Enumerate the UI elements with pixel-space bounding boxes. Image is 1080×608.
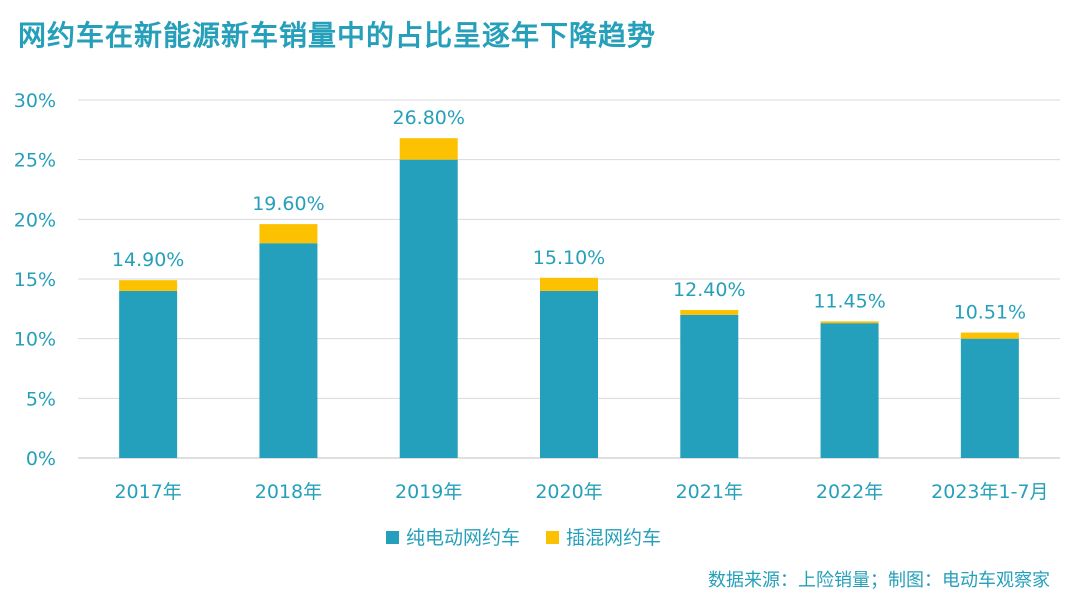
bar-bev [259,243,318,458]
bar-bev [680,314,739,458]
chart-title: 网约车在新能源新车销量中的占比呈逐年下降趋势 [18,19,657,52]
x-tick-label: 2019年 [395,481,462,503]
data-label: 15.10% [533,247,605,269]
y-axis-ticks: 0% 5% 10% 15% 20% 25% 30% [14,90,56,470]
bar-phev [540,277,598,291]
x-tick-label: 2020年 [535,481,602,503]
bar-phev [820,321,879,324]
data-labels: 14.90% 19.60% 26.80% 15.10% 12.40% 11.45% 10.5… [112,107,1026,323]
bar-phev [960,332,1019,339]
bar-phev [399,138,458,160]
y-tick-label: 15% [14,269,56,291]
legend: 纯电动网约车 插混网约车 [386,527,661,549]
y-tick-label: 30% [14,90,56,112]
bar-bev [960,338,1019,458]
y-tick-label: 10% [14,329,56,351]
bar-phev [259,224,318,244]
x-tick-label: 2021年 [676,481,743,503]
bars [119,138,1019,458]
y-tick-label: 0% [26,448,56,470]
x-tick-label: 2018年 [255,481,322,503]
source-note: 数据来源：上险销量；制图：电动车观察家 [708,570,1050,591]
y-tick-label: 5% [26,388,56,410]
data-label: 10.51% [954,302,1026,324]
data-label: 19.60% [252,193,324,215]
x-axis-ticks: 2017年 2018年 2019年 2020年 2021年 2022年 2023年1-7月 [114,481,1048,503]
x-tick-label: 2017年 [114,481,181,503]
legend-label: 纯电动网约车 [406,527,520,549]
bar-bev [119,290,178,458]
y-tick-label: 25% [14,150,56,172]
bar-bev [540,290,598,458]
legend-swatch-bev [386,531,399,544]
x-tick-label: 2022年 [816,481,883,503]
legend-label: 插混网约车 [566,527,661,549]
y-tick-label: 20% [14,209,56,231]
data-label: 11.45% [813,290,885,312]
x-tick-label: 2023年1-7月 [931,481,1048,503]
data-label: 26.80% [392,107,464,129]
data-label: 14.90% [112,249,184,271]
bar-bev [820,323,879,458]
data-label: 12.40% [673,279,745,301]
bar-phev [680,310,739,315]
bar-bev [399,159,458,458]
legend-swatch-phev [546,531,559,544]
bar-phev [119,280,178,291]
